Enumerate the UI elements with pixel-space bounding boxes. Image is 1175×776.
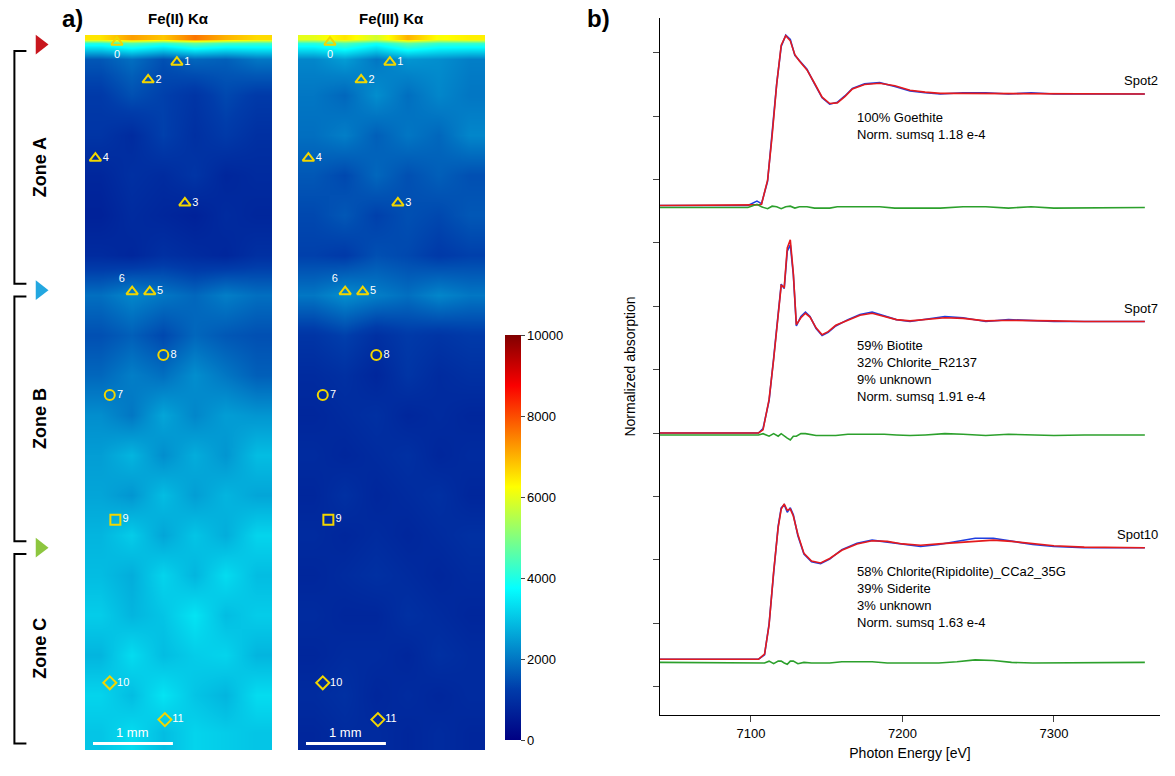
svg-text:Zone A: Zone A xyxy=(30,137,50,197)
svg-text:7: 7 xyxy=(330,388,336,400)
svg-text:8: 8 xyxy=(171,348,177,360)
svg-text:10000: 10000 xyxy=(527,328,563,343)
svg-text:8000: 8000 xyxy=(527,409,556,424)
svg-text:1 mm: 1 mm xyxy=(329,725,362,740)
svg-text:58% Chlorite(Ripidolite)_CCa2_: 58% Chlorite(Ripidolite)_CCa2_35G39% Sid… xyxy=(857,564,1066,630)
svg-text:2: 2 xyxy=(155,73,161,85)
svg-text:1: 1 xyxy=(184,55,190,67)
svg-text:7300: 7300 xyxy=(1039,726,1068,741)
svg-text:11: 11 xyxy=(385,712,396,724)
svg-text:0: 0 xyxy=(527,733,534,748)
svg-text:9: 9 xyxy=(123,512,129,524)
svg-text:6: 6 xyxy=(332,272,338,284)
svg-text:11: 11 xyxy=(172,712,183,724)
svg-text:Photon Energy [eV]: Photon Energy [eV] xyxy=(849,745,970,761)
svg-text:1 mm: 1 mm xyxy=(116,725,149,740)
svg-text:Spot2: Spot2 xyxy=(1124,73,1158,88)
svg-text:Spot7: Spot7 xyxy=(1124,301,1158,316)
svg-text:4: 4 xyxy=(103,151,109,163)
svg-text:0: 0 xyxy=(114,48,120,60)
svg-text:Fe(II) Kα: Fe(II) Kα xyxy=(148,10,209,27)
svg-text:Zone C: Zone C xyxy=(30,618,50,679)
svg-text:5: 5 xyxy=(370,284,376,296)
svg-text:2: 2 xyxy=(368,73,374,85)
svg-text:59% Biotite32% Chlorite_R21379: 59% Biotite32% Chlorite_R21379% unknownN… xyxy=(857,338,986,404)
svg-text:Normalized absorption: Normalized absorption xyxy=(622,296,638,436)
svg-text:1: 1 xyxy=(397,55,403,67)
svg-text:Fe(III) Kα: Fe(III) Kα xyxy=(359,10,424,27)
svg-text:9: 9 xyxy=(336,512,342,524)
svg-text:7: 7 xyxy=(117,388,123,400)
svg-text:a): a) xyxy=(62,5,83,32)
svg-text:6: 6 xyxy=(119,272,125,284)
svg-text:3: 3 xyxy=(405,196,411,208)
svg-text:5: 5 xyxy=(157,284,163,296)
svg-text:2000: 2000 xyxy=(527,652,556,667)
svg-text:100% GoethiteNorm. sumsq 1.18: 100% GoethiteNorm. sumsq 1.18 e-4 xyxy=(857,110,986,142)
svg-text:b): b) xyxy=(587,5,610,32)
svg-text:7100: 7100 xyxy=(736,726,765,741)
svg-text:0: 0 xyxy=(327,48,333,60)
svg-text:4000: 4000 xyxy=(527,571,556,586)
svg-text:6000: 6000 xyxy=(527,490,556,505)
svg-text:10: 10 xyxy=(330,676,342,688)
svg-text:4: 4 xyxy=(316,151,322,163)
svg-text:10: 10 xyxy=(117,676,129,688)
svg-text:Zone B: Zone B xyxy=(30,388,50,449)
svg-text:3: 3 xyxy=(192,196,198,208)
svg-text:Spot10: Spot10 xyxy=(1117,527,1158,542)
svg-text:7200: 7200 xyxy=(888,726,917,741)
svg-text:8: 8 xyxy=(384,348,390,360)
